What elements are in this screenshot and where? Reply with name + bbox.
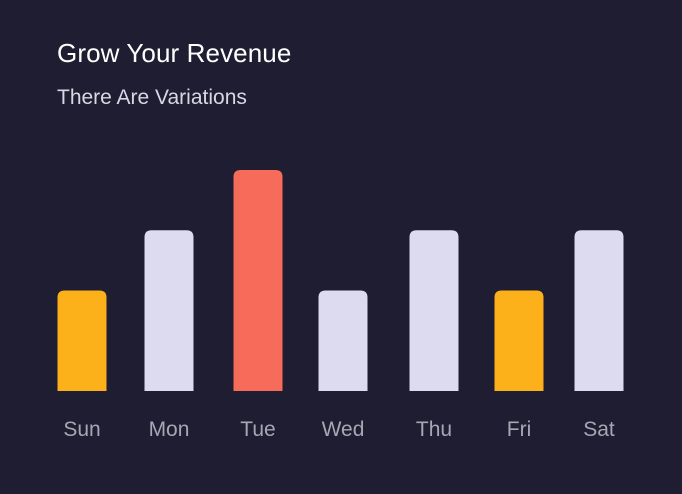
chart-subtitle: There Are Variations [57,86,247,109]
bars-group [57,170,624,391]
bar-fri [494,290,544,391]
x-axis-labels: Sun Mon Tue Wed Thu Fri Sat [63,418,615,441]
x-label-sat: Sat [583,418,615,441]
x-label-mon: Mon [149,418,190,441]
bar-tue [233,170,283,391]
x-label-fri: Fri [507,418,532,441]
bar-wed [318,290,368,391]
chart-title: Grow Your Revenue [57,38,292,68]
bar-sat [574,230,624,391]
x-label-tue: Tue [240,418,275,441]
bar-sun [57,290,107,391]
x-label-wed: Wed [322,418,365,441]
bar-thu [409,230,459,391]
x-label-sun: Sun [63,418,100,441]
x-label-thu: Thu [416,418,452,441]
bar-mon [144,230,194,391]
